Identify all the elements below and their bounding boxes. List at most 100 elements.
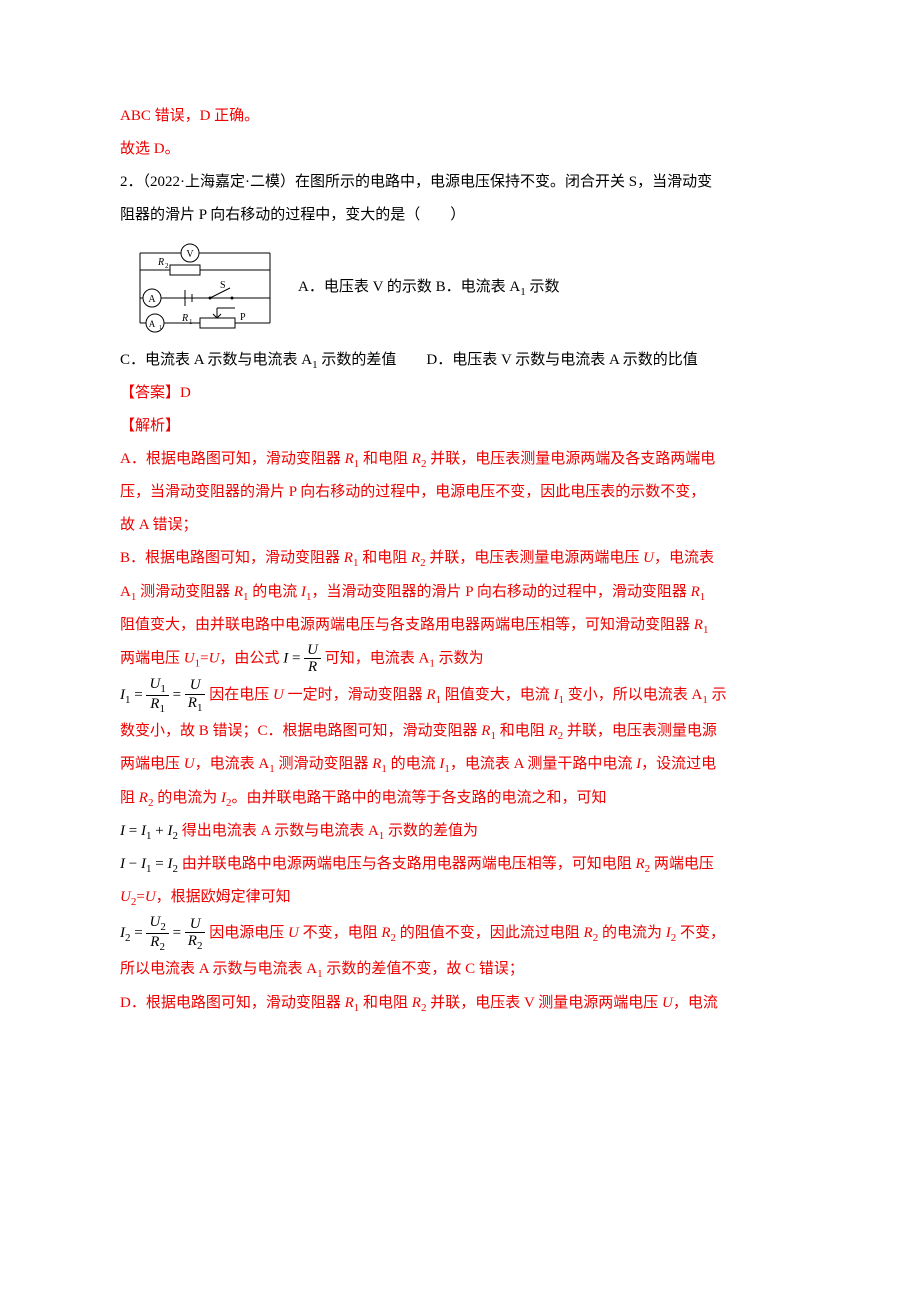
t3: 测滑动变阻器: [275, 756, 373, 772]
u: U: [149, 914, 160, 930]
t: 因电源电压: [205, 925, 288, 941]
ammeter-a1-sub: 1: [159, 325, 162, 331]
voltmeter-label: V: [186, 249, 194, 260]
circuit-diagram: V R 2 A S A 1 R 1: [120, 238, 290, 338]
t2: 两端电压: [650, 856, 714, 872]
line-choose-d: 故选 D。: [120, 133, 800, 166]
n2: U: [185, 677, 206, 695]
t3: 并联，电压表测量电源两端及各支路两端电: [426, 451, 715, 467]
t: A．根据电路图可知，滑动变阻器: [120, 451, 345, 467]
u2: U: [120, 889, 131, 905]
exp-b-6: 数变小，故 B 错误；C．根据电路图可知，滑动变阻器 R1 和电阻 R2 并联，…: [120, 715, 800, 748]
u: U: [184, 756, 195, 772]
i: I: [120, 856, 125, 872]
r: R: [139, 790, 148, 806]
us: 1: [160, 683, 166, 695]
t4: 的电流: [387, 756, 440, 772]
eq2: =: [169, 687, 185, 703]
t2: 和电阻: [359, 451, 412, 467]
r2b: R: [584, 925, 593, 941]
exp-b-1: B．根据电路图可知，滑动变阻器 R1 和电阻 R2 并联，电压表测量电源两端电压…: [120, 542, 800, 575]
t: 测滑动变阻器: [136, 584, 234, 600]
r: R: [372, 756, 381, 772]
d: R2: [146, 934, 168, 953]
opt-d: D．电压表 V 示数与电流表 A 示数的比值: [426, 352, 697, 368]
r: R: [234, 584, 243, 600]
frac-ur2: UR2: [185, 916, 206, 953]
t: 两端电压: [120, 650, 184, 666]
u: U: [149, 676, 160, 692]
t2: 示数的差值不变，故 C 错误；: [323, 961, 524, 977]
t: ，根据欧姆定律可知: [156, 889, 291, 905]
t3: 可知，电流表 A: [321, 650, 429, 666]
t3: 的阻值不变，因此流过电阻: [396, 925, 584, 941]
t2: 的电流为: [153, 790, 221, 806]
exp-eq-diff: I − I1 = I2 由并联电路中电源两端电压与各支路用电器两端电压相等，可知…: [120, 848, 800, 881]
r: R: [426, 687, 435, 703]
q2-stem-1: 2．（2022·上海嘉定·二模）在图所示的电路中，电源电压保持不变。闭合开关 S…: [120, 166, 800, 199]
s1c: 1: [700, 591, 706, 603]
r1-label: R: [181, 313, 188, 324]
eq: =: [136, 889, 144, 905]
rs2: 2: [197, 940, 203, 952]
t3: 阻值变大，电流: [441, 687, 554, 703]
line-abc: ABC 错误，D 正确。: [120, 100, 800, 133]
s: 1: [703, 624, 709, 636]
page: ABC 错误，D 正确。 故选 D。 2．（2022·上海嘉定·二模）在图所示的…: [0, 0, 920, 1302]
exp-u2: U2=U，根据欧姆定律可知: [120, 881, 800, 914]
exp-a-2: 压，当滑动变阻器的滑片 P 向右移动的过程中，电源电压不变，因此电压表的示数不变…: [120, 476, 800, 509]
options-ab: A．电压表 V 的示数 B．电流表 A1 示数: [298, 271, 560, 304]
r2: R: [412, 451, 421, 467]
options-cd: C．电流表 A 示数与电流表 A1 示数的差值 D．电压表 V 示数与电流表 A…: [120, 344, 800, 377]
t2: ，由公式: [219, 650, 283, 666]
eq: =: [200, 650, 208, 666]
t3: 并联，电压表测量电源: [563, 723, 717, 739]
r2-label: R: [157, 257, 164, 268]
t: 所以电流表 A 示数与电流表 A: [120, 961, 317, 977]
q2-diagram-row: V R 2 A S A 1 R 1: [120, 238, 800, 338]
t2: 的电流: [249, 584, 302, 600]
d2: R1: [185, 695, 206, 714]
q2-stem-2: 阻器的滑片 P 向右移动的过程中，变大的是（ ）: [120, 199, 800, 232]
ammeter-a1: A: [149, 319, 156, 329]
n2: U: [185, 916, 206, 934]
jiexi: 【解析】: [120, 410, 800, 443]
t5: ，电流表 A 测量干路中电流: [450, 756, 636, 772]
num: U: [304, 642, 321, 660]
t4: 示数为: [435, 650, 484, 666]
exp-b-5: I1 = U1R1 = UR1 因在电压 U 一定时，滑动变阻器 R1 阻值变大…: [120, 676, 800, 715]
u: U: [643, 550, 654, 566]
t5: 示: [708, 687, 727, 703]
exp-b-7: 两端电压 U，电流表 A1 测滑动变阻器 R1 的电流 I1，电流表 A 测量干…: [120, 748, 800, 781]
t: B．根据电路图可知，滑动变阻器: [120, 550, 344, 566]
n: U2: [146, 914, 168, 934]
slider-p: P: [240, 312, 246, 323]
t: 阻: [120, 790, 139, 806]
frac-u-r: UR: [304, 642, 321, 676]
t2: 示数的差值为: [384, 823, 478, 839]
i: I: [120, 823, 125, 839]
r2: R: [188, 695, 197, 711]
frac1: U1R1: [146, 676, 168, 715]
eq: =: [131, 925, 147, 941]
t3: 并联，电压表测量电源两端电压: [426, 550, 644, 566]
exp-b-8: 阻 R2 的电流为 I2。由并联电路干路中的电流等于各支路的电流之和，可知: [120, 782, 800, 815]
frac-u2r2: U2R2: [146, 914, 168, 953]
t2: ，电流表 A: [195, 756, 270, 772]
rs: 2: [159, 941, 165, 953]
r: R: [694, 617, 703, 633]
t4: 变小，所以电流表 A: [564, 687, 702, 703]
r1-sub: 1: [189, 318, 193, 326]
t2: 一定时，滑动变阻器: [284, 687, 427, 703]
r2: R: [412, 995, 421, 1011]
r2: R: [411, 550, 420, 566]
u: U: [288, 925, 299, 941]
exp-d-1: D．根据电路图可知，滑动变阻器 R1 和电阻 R2 并联，电压表 V 测量电源两…: [120, 987, 800, 1020]
t2: 不变，电阻: [299, 925, 382, 941]
t: 阻值变大，由并联电路中电源两端电压与各支路用电器两端电压相等，可知滑动变阻器: [120, 617, 694, 633]
rs: 1: [159, 703, 165, 715]
r: R: [344, 550, 353, 566]
d: R1: [146, 696, 168, 715]
u2: U: [209, 650, 220, 666]
rs2: 1: [197, 702, 203, 714]
